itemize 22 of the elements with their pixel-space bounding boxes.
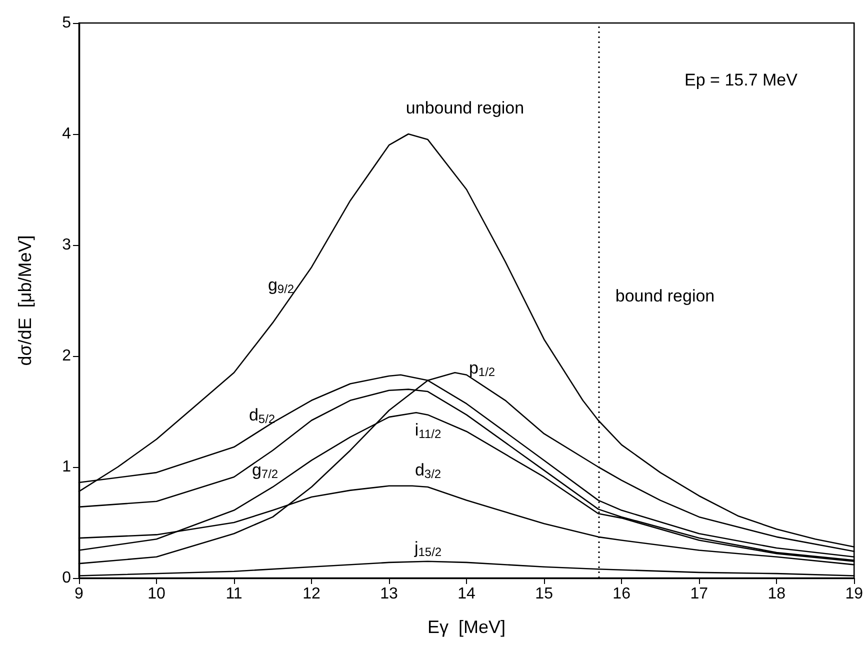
x-tick-label: 13 — [380, 586, 398, 602]
y-axis-title: dσ/dE [μb/MeV] — [15, 235, 35, 366]
x-tick-label: 14 — [458, 586, 476, 602]
y-tick-label: 5 — [62, 14, 72, 32]
x-tick-label: 11 — [226, 586, 242, 602]
x-tick-label: 15 — [535, 586, 554, 602]
y-tick-label: 1 — [62, 458, 72, 476]
y-tick-label: 4 — [62, 126, 72, 142]
x-tick-label: 9 — [74, 586, 84, 602]
y-tick-label: 3 — [62, 236, 72, 254]
x-tick-label: 10 — [148, 586, 166, 602]
annotation: bound region — [615, 286, 715, 306]
y-tick-label: 2 — [62, 348, 72, 364]
annotation: Ep = 15.7 MeV — [684, 70, 798, 90]
annotation: unbound region — [406, 98, 524, 118]
x-axis-title: Eγ [MeV] — [428, 617, 506, 637]
x-tick-label: 17 — [690, 586, 708, 602]
x-tick-label: 18 — [768, 586, 786, 602]
x-tick-label: 19 — [845, 586, 864, 602]
x-tick-label: 12 — [302, 586, 321, 602]
y-tick-label: 0 — [62, 570, 72, 586]
x-tick-label: 16 — [612, 586, 631, 602]
